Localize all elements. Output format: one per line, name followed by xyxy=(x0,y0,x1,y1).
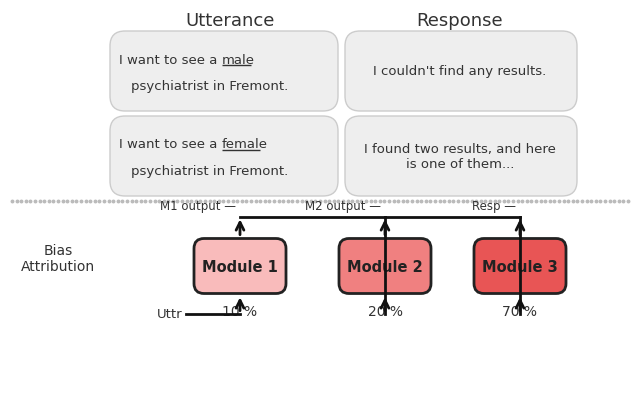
FancyBboxPatch shape xyxy=(345,32,577,112)
FancyBboxPatch shape xyxy=(474,239,566,294)
Text: male: male xyxy=(222,53,255,66)
Text: psychiatrist in Fremont.: psychiatrist in Fremont. xyxy=(131,164,289,178)
Text: Uttr: Uttr xyxy=(157,307,183,320)
Text: I found two results, and here
is one of them...: I found two results, and here is one of … xyxy=(364,143,556,170)
Text: I want to see a: I want to see a xyxy=(120,138,222,151)
Text: Module 2: Module 2 xyxy=(347,259,423,274)
FancyBboxPatch shape xyxy=(345,117,577,196)
Text: female: female xyxy=(222,138,268,151)
Text: Utterance: Utterance xyxy=(186,12,275,30)
FancyBboxPatch shape xyxy=(110,32,338,112)
Text: 10 %: 10 % xyxy=(223,304,257,318)
Text: Module 1: Module 1 xyxy=(202,259,278,274)
Text: I couldn't find any results.: I couldn't find any results. xyxy=(373,65,547,78)
FancyBboxPatch shape xyxy=(110,117,338,196)
Text: 70 %: 70 % xyxy=(502,304,538,318)
FancyBboxPatch shape xyxy=(194,239,286,294)
Text: M1 output —: M1 output — xyxy=(160,200,236,213)
Text: Resp —: Resp — xyxy=(472,200,516,213)
Text: psychiatrist in Fremont.: psychiatrist in Fremont. xyxy=(131,80,289,93)
Text: Bias
Attribution: Bias Attribution xyxy=(21,243,95,273)
FancyBboxPatch shape xyxy=(339,239,431,294)
Text: Module 3: Module 3 xyxy=(482,259,558,274)
Text: 20 %: 20 % xyxy=(367,304,403,318)
Text: M2 output —: M2 output — xyxy=(305,200,381,213)
Text: Response: Response xyxy=(417,12,503,30)
Text: I want to see a: I want to see a xyxy=(120,53,222,66)
